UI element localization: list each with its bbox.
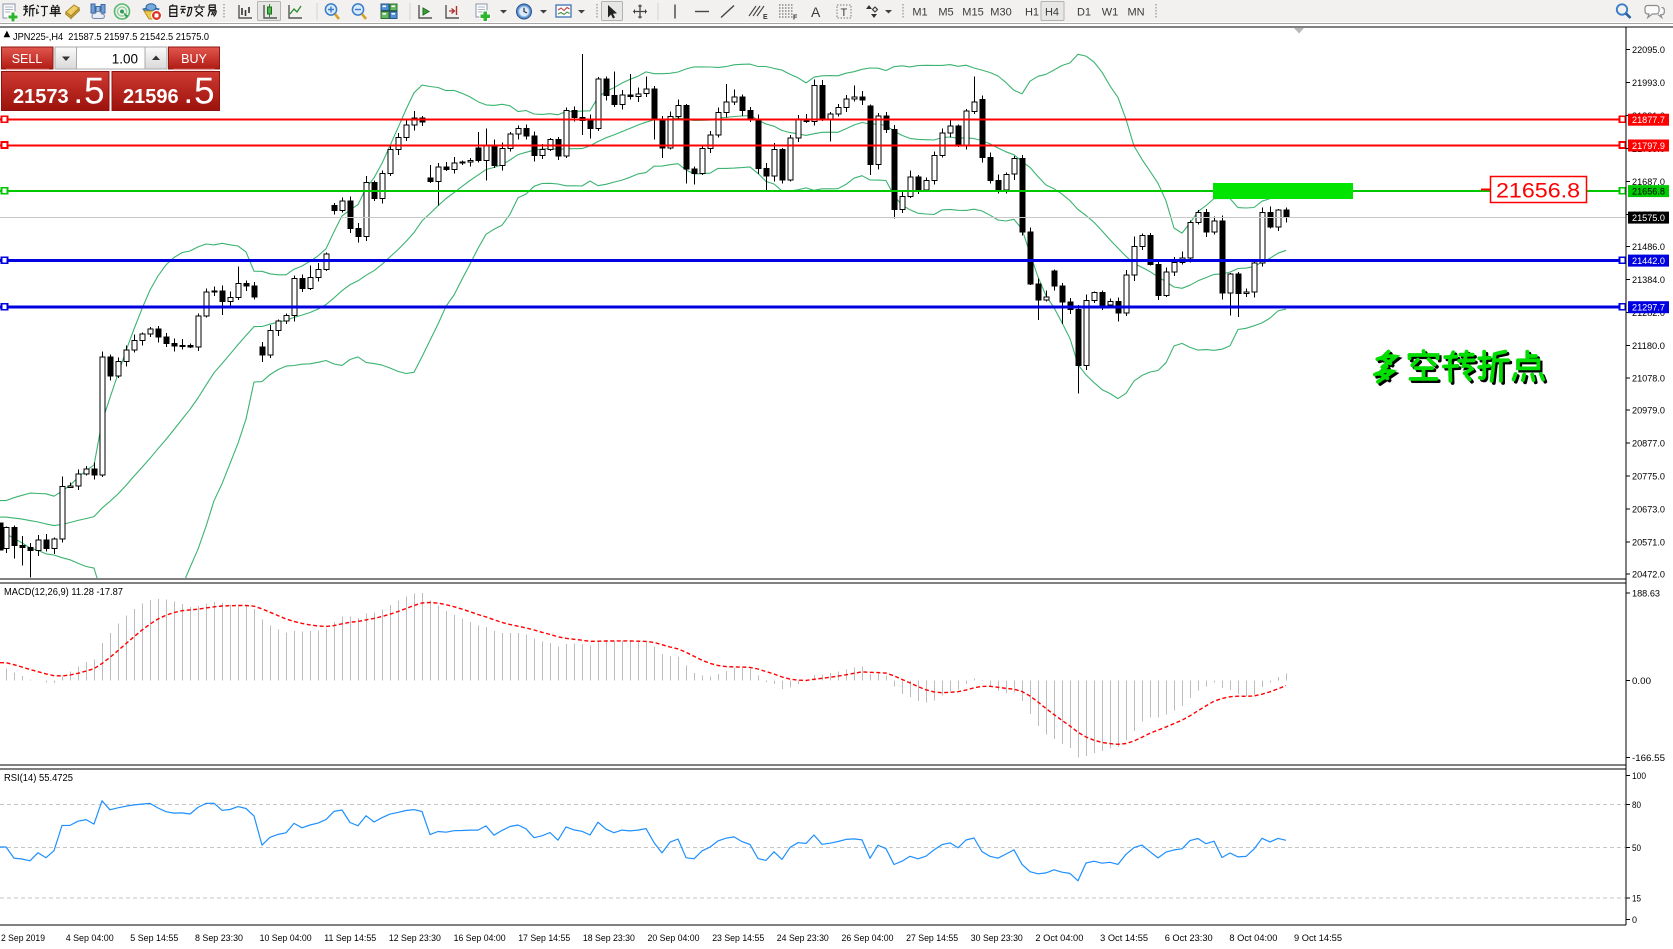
- svg-text:5: 5: [84, 71, 105, 112]
- svg-text:10 Sep 04:00: 10 Sep 04:00: [260, 933, 312, 944]
- svg-text:20 Sep 04:00: 20 Sep 04:00: [648, 933, 700, 944]
- svg-text:21384.0: 21384.0: [1632, 275, 1665, 286]
- svg-text:JPN225-,H4 21587.5 21597.5 21: JPN225-,H4 21587.5 21597.5 21542.5 21575…: [13, 31, 209, 43]
- svg-text:2 Oct 04:00: 2 Oct 04:00: [1035, 933, 1083, 944]
- svg-text:20673.0: 20673.0: [1632, 505, 1665, 516]
- svg-text:0: 0: [1632, 915, 1637, 926]
- svg-text:21575.0: 21575.0: [1632, 213, 1665, 224]
- svg-text:26 Sep 04:00: 26 Sep 04:00: [842, 933, 894, 944]
- svg-text:80: 80: [1632, 800, 1641, 811]
- svg-text:16 Sep 04:00: 16 Sep 04:00: [454, 933, 506, 944]
- svg-text:A: A: [811, 4, 821, 20]
- svg-text:21573: 21573: [13, 86, 69, 108]
- svg-text:E: E: [763, 14, 768, 21]
- svg-text:21078.0: 21078.0: [1632, 374, 1665, 385]
- svg-text:100: 100: [1632, 771, 1646, 782]
- svg-text:21797.9: 21797.9: [1632, 141, 1665, 152]
- svg-text:BUY: BUY: [181, 52, 207, 66]
- svg-text:1.00: 1.00: [112, 52, 138, 67]
- svg-text:27 Sep 14:55: 27 Sep 14:55: [906, 933, 958, 944]
- svg-text:15: 15: [1632, 893, 1641, 904]
- svg-text:18 Sep 23:30: 18 Sep 23:30: [583, 933, 635, 944]
- svg-text:188.63: 188.63: [1632, 588, 1660, 599]
- svg-text:.: .: [75, 82, 82, 109]
- svg-text:21180.0: 21180.0: [1632, 341, 1665, 352]
- svg-text:30 Sep 23:30: 30 Sep 23:30: [971, 933, 1023, 944]
- svg-text:21877.7: 21877.7: [1632, 115, 1665, 126]
- svg-text:4 Sep 04:00: 4 Sep 04:00: [66, 933, 114, 944]
- svg-text:D1: D1: [1077, 7, 1091, 19]
- svg-text:5 Sep 14:55: 5 Sep 14:55: [130, 933, 178, 944]
- svg-text:MN: MN: [1127, 7, 1144, 19]
- svg-text:2 Sep 2019: 2 Sep 2019: [1, 933, 45, 944]
- svg-text:21993.0: 21993.0: [1632, 78, 1665, 89]
- svg-text:M30: M30: [990, 7, 1011, 19]
- svg-text:.: .: [185, 82, 192, 109]
- svg-text:RSI(14) 55.4725: RSI(14) 55.4725: [4, 773, 73, 784]
- svg-text:W1: W1: [1102, 7, 1119, 19]
- svg-text:-166.55: -166.55: [1632, 753, 1665, 764]
- svg-text:MACD(12,26,9) 11.28 -17.87: MACD(12,26,9) 11.28 -17.87: [4, 587, 123, 598]
- svg-text:20877.0: 20877.0: [1632, 439, 1665, 450]
- svg-text:21297.7: 21297.7: [1632, 303, 1665, 314]
- svg-text:5: 5: [194, 71, 215, 112]
- svg-text:T: T: [841, 7, 848, 19]
- svg-text:8 Oct 04:00: 8 Oct 04:00: [1229, 933, 1277, 944]
- svg-text:23 Sep 14:55: 23 Sep 14:55: [712, 933, 764, 944]
- svg-text:21656.8: 21656.8: [1496, 179, 1580, 203]
- svg-text:6 Oct 23:30: 6 Oct 23:30: [1165, 933, 1213, 944]
- svg-text:8 Sep 23:30: 8 Sep 23:30: [195, 933, 243, 944]
- svg-text:21282.0: 21282.0: [1632, 308, 1665, 319]
- svg-text:F: F: [793, 15, 798, 22]
- svg-text:21596: 21596: [123, 86, 179, 108]
- svg-text:50: 50: [1632, 843, 1641, 854]
- svg-text:3 Oct 14:55: 3 Oct 14:55: [1100, 933, 1148, 944]
- svg-text:M1: M1: [912, 7, 927, 19]
- svg-text:H4: H4: [1045, 7, 1059, 19]
- svg-text:SELL: SELL: [12, 52, 43, 66]
- svg-text:9 Oct 14:55: 9 Oct 14:55: [1294, 933, 1342, 944]
- svg-text:21442.0: 21442.0: [1632, 256, 1665, 267]
- svg-text:H1: H1: [1025, 7, 1039, 19]
- svg-text:11 Sep 14:55: 11 Sep 14:55: [324, 933, 376, 944]
- svg-text:20775.0: 20775.0: [1632, 472, 1665, 483]
- svg-text:20472.0: 20472.0: [1632, 570, 1665, 581]
- svg-text:24 Sep 23:30: 24 Sep 23:30: [777, 933, 829, 944]
- svg-text:21687.0: 21687.0: [1632, 177, 1665, 188]
- svg-text:17 Sep 14:55: 17 Sep 14:55: [518, 933, 570, 944]
- svg-text:21486.0: 21486.0: [1632, 242, 1665, 253]
- svg-text:21656.8: 21656.8: [1632, 187, 1665, 198]
- svg-text:M5: M5: [938, 7, 953, 19]
- svg-text:M15: M15: [962, 7, 983, 19]
- svg-text:20979.0: 20979.0: [1632, 406, 1665, 417]
- svg-text:22095.0: 22095.0: [1632, 45, 1665, 56]
- svg-text:0.00: 0.00: [1632, 676, 1651, 687]
- svg-text:20571.0: 20571.0: [1632, 538, 1665, 549]
- svg-text:12 Sep 23:30: 12 Sep 23:30: [389, 933, 441, 944]
